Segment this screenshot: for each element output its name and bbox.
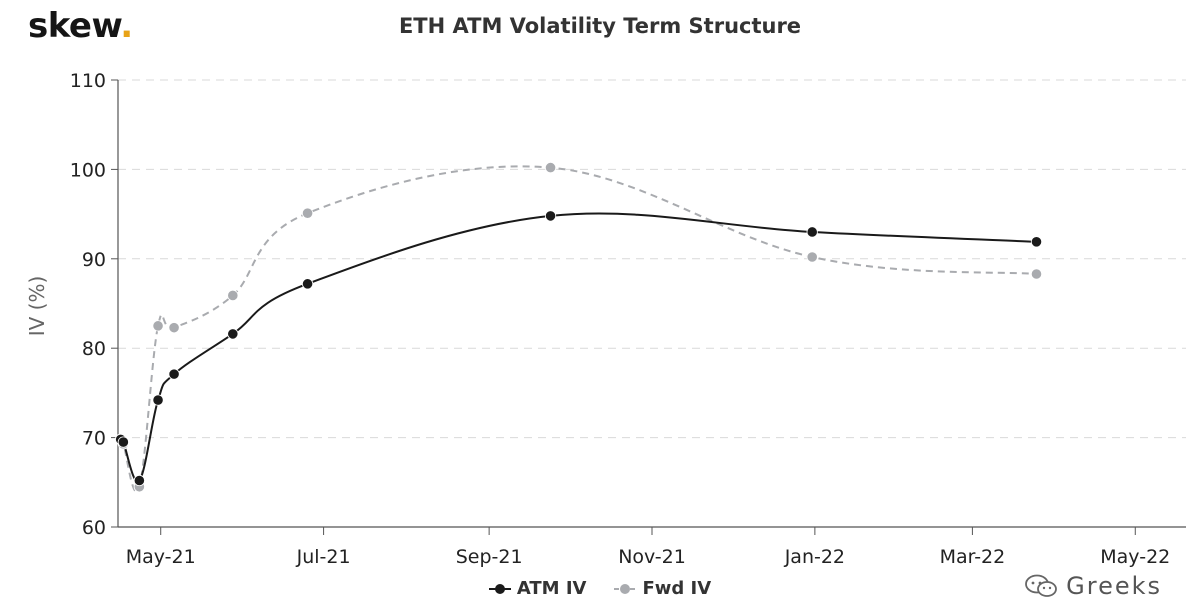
data-point-atm-iv[interactable] [152, 394, 164, 406]
data-point-atm-iv[interactable] [133, 474, 145, 487]
watermark-text: Greeks [1066, 572, 1162, 600]
grid-layer [118, 79, 1186, 439]
y-tick-label: 100 [70, 159, 106, 181]
x-tick-label: Jan-22 [784, 546, 845, 568]
y-tick-label: 70 [82, 428, 106, 450]
axis-layer: 60 70 80 90 100 110 May-21 Jul-21 Sep-21 Nov-21 Ja… [70, 70, 1186, 568]
y-axis-label: IV (%) [25, 276, 49, 337]
data-point-fwd-iv[interactable] [227, 289, 239, 302]
x-tick-label: Mar-22 [940, 546, 1006, 568]
x-tick-label: Nov-21 [618, 546, 686, 568]
legend-swatch-atm-iv [488, 582, 511, 596]
point-layer [115, 162, 1043, 493]
y-tick-label: 80 [82, 338, 106, 360]
brand-logo: skew. [28, 6, 133, 46]
legend-item-fwd-iv[interactable]: Fwd IV [614, 578, 711, 599]
legend-label-atm-iv: ATM IV [516, 578, 587, 599]
legend: ATM IV Fwd IV [0, 578, 1200, 599]
data-point-fwd-iv[interactable] [544, 162, 557, 174]
x-tick-label: Sep-21 [456, 546, 523, 568]
line-layer [119, 165, 1037, 493]
brand-dot: . [120, 6, 133, 46]
y-tick-label: 90 [82, 249, 106, 271]
data-point-atm-iv[interactable] [117, 436, 129, 448]
data-point-atm-iv[interactable] [806, 226, 818, 238]
data-point-fwd-iv[interactable] [168, 322, 180, 334]
x-tick-label: Jul-21 [296, 546, 351, 568]
chart-title: ETH ATM Volatility Term Structure [398, 14, 802, 38]
legend-label-fwd-iv: Fwd IV [642, 578, 712, 599]
data-point-fwd-iv[interactable] [152, 320, 164, 332]
x-tick-label: May-21 [126, 546, 196, 568]
x-tick-label: May-22 [1100, 546, 1170, 568]
watermark: Greeks [1024, 572, 1162, 600]
data-point-fwd-iv[interactable] [1030, 268, 1043, 280]
data-point-fwd-iv[interactable] [301, 207, 314, 219]
y-tick-label: 60 [82, 517, 106, 539]
data-point-atm-iv[interactable] [1030, 236, 1043, 248]
data-point-atm-iv[interactable] [301, 278, 314, 290]
legend-item-atm-iv[interactable]: ATM IV [488, 578, 587, 599]
brand-name: skew [28, 6, 121, 46]
y-tick-label: 110 [70, 70, 106, 92]
data-point-atm-iv[interactable] [168, 368, 180, 380]
legend-swatch-fwd-iv [614, 582, 637, 596]
data-point-atm-iv[interactable] [227, 328, 239, 340]
data-point-fwd-iv[interactable] [806, 251, 818, 263]
data-point-atm-iv[interactable] [544, 210, 557, 222]
series-line-fwd-iv [119, 165, 1037, 493]
wechat-icon [1025, 574, 1058, 597]
